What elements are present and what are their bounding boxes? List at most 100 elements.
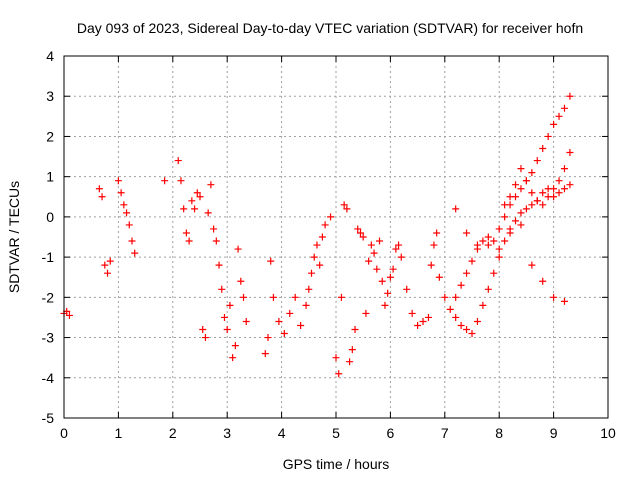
data-point <box>424 313 432 321</box>
data-point <box>95 185 103 193</box>
y-tick-label: 3 <box>46 88 54 104</box>
data-point <box>473 317 481 325</box>
y-tick-label: -2 <box>42 289 55 305</box>
grid <box>64 56 608 418</box>
data-point <box>550 185 558 193</box>
data-point <box>234 245 242 253</box>
y-tick-label: -3 <box>42 330 55 346</box>
data-point <box>560 104 568 112</box>
data-point <box>359 233 367 241</box>
data-point <box>457 281 465 289</box>
data-point <box>104 269 112 277</box>
data-point <box>555 189 563 197</box>
y-tick-label: -4 <box>42 370 55 386</box>
y-tick-label: 4 <box>46 48 54 64</box>
data-point <box>430 241 438 249</box>
data-point <box>560 297 568 305</box>
data-point <box>539 277 547 285</box>
data-point <box>302 301 310 309</box>
data-point <box>435 273 443 281</box>
data-point <box>340 201 348 209</box>
data-point <box>501 237 509 245</box>
x-tick-label: 9 <box>550 425 558 441</box>
data-point <box>354 225 362 233</box>
data-point <box>395 241 403 249</box>
data-point <box>408 309 416 317</box>
data-point <box>484 241 492 249</box>
data-point <box>370 249 378 257</box>
data-point <box>367 241 375 249</box>
x-tick-label: 1 <box>115 425 123 441</box>
x-tick-label: 4 <box>278 425 286 441</box>
data-point <box>419 317 427 325</box>
data-point <box>346 358 354 366</box>
data-point <box>193 189 201 197</box>
data-point <box>310 253 318 261</box>
x-tick-label: 10 <box>600 425 616 441</box>
data-point <box>316 261 324 269</box>
x-tick-label: 2 <box>169 425 177 441</box>
data-point <box>376 237 384 245</box>
y-tick-label: 1 <box>46 169 54 185</box>
data-point <box>452 313 460 321</box>
data-point <box>351 326 359 334</box>
data-point <box>512 181 520 189</box>
y-axis-label: SDTVAR / TECUs <box>6 181 22 293</box>
data-point <box>484 233 492 241</box>
data-point <box>120 201 128 209</box>
data-point <box>267 257 275 265</box>
data-point <box>318 233 326 241</box>
data-point <box>308 269 316 277</box>
data-point <box>544 132 552 140</box>
data-point <box>220 313 228 321</box>
data-point <box>539 189 547 197</box>
data-point <box>123 209 131 217</box>
x-tick-label: 7 <box>441 425 449 441</box>
series-late-arcs <box>441 92 574 338</box>
data-point <box>566 149 574 157</box>
data-point <box>161 177 169 185</box>
data-point <box>237 277 245 285</box>
data-point <box>501 201 509 209</box>
data-point <box>362 309 370 317</box>
data-point <box>479 237 487 245</box>
data-point <box>280 330 288 338</box>
x-tick-label: 0 <box>60 425 68 441</box>
chart-title: Day 093 of 2023, Sidereal Day-to-day VTE… <box>77 20 583 36</box>
data-point <box>242 317 250 325</box>
data-point <box>495 245 503 253</box>
data-point <box>484 285 492 293</box>
series-upper-branch <box>501 149 574 209</box>
data-point <box>446 305 454 313</box>
data-point <box>441 293 449 301</box>
series-early-arcs <box>60 157 277 362</box>
data-point <box>240 293 248 301</box>
data-point <box>533 197 541 205</box>
x-axis-label: GPS time / hours <box>283 456 390 472</box>
y-tick-label: -1 <box>42 249 55 265</box>
data-point <box>560 185 568 193</box>
data-point <box>65 311 73 319</box>
data-point <box>517 165 525 173</box>
data-point <box>427 261 435 269</box>
data-point <box>305 285 313 293</box>
data-point <box>517 209 525 217</box>
data-point <box>348 346 356 354</box>
data-point <box>550 120 558 128</box>
data-point <box>386 273 394 281</box>
data-point <box>128 237 136 245</box>
data-point <box>506 193 514 201</box>
data-point <box>131 249 139 257</box>
data-point <box>384 289 392 297</box>
data-point <box>457 321 465 329</box>
data-point <box>286 309 294 317</box>
data-point <box>335 370 343 378</box>
data-point <box>522 177 530 185</box>
data-point <box>199 326 207 334</box>
data-point <box>261 350 269 358</box>
data-point <box>226 301 234 309</box>
data-point <box>269 293 277 301</box>
data-point <box>555 112 563 120</box>
data-point <box>528 201 536 209</box>
